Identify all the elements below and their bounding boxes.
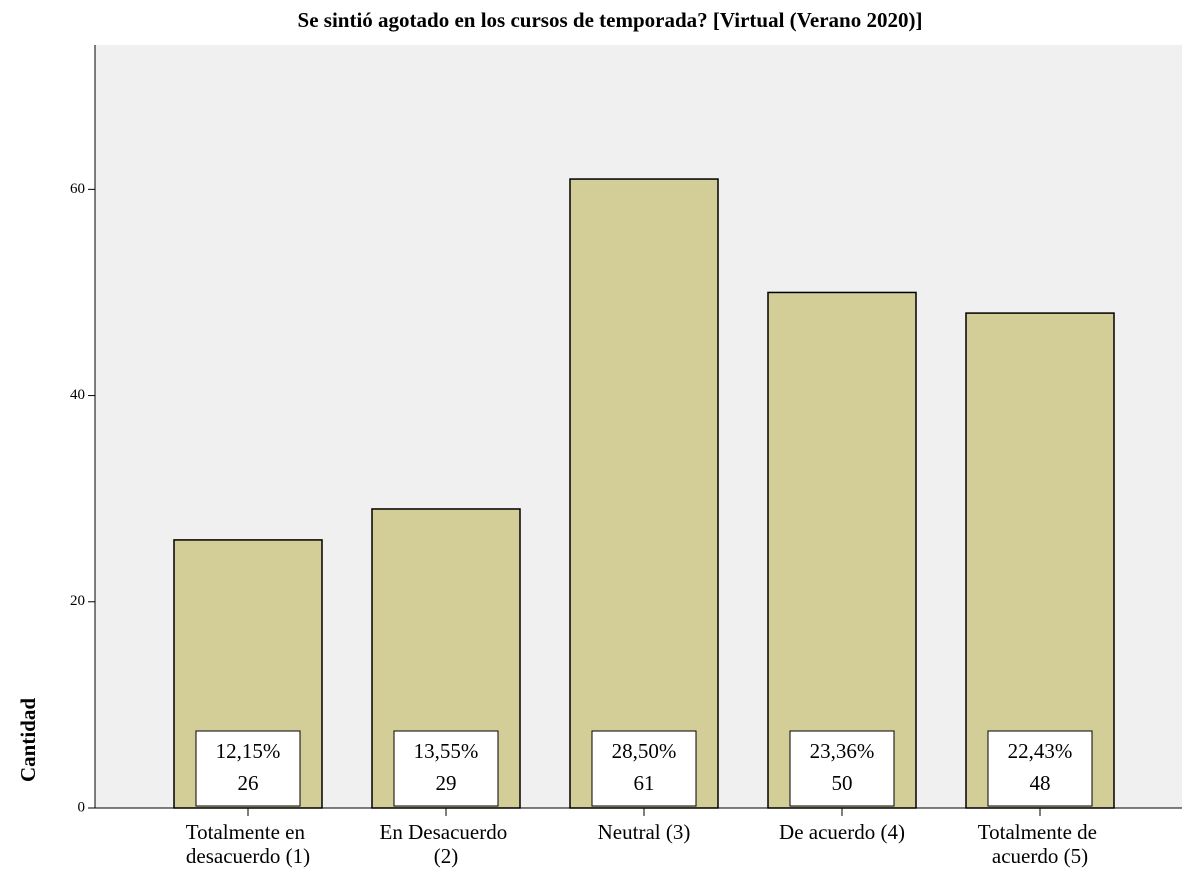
y-tick-label: 0: [78, 799, 86, 815]
percent-label: 13,55%: [414, 739, 479, 763]
data-label: 50: [832, 771, 853, 795]
bar: [965, 312, 1115, 809]
bar: [569, 178, 719, 809]
data-label-box: [195, 730, 301, 807]
chart-title: Se sintió agotado en los cursos de tempo…: [298, 8, 923, 32]
data-label: 26: [238, 771, 259, 795]
data-label: 29: [436, 771, 457, 795]
x-tick-label: Neutral (3): [598, 820, 691, 844]
percent-label: 23,36%: [810, 739, 875, 763]
data-label-box: [789, 730, 895, 807]
data-label-box: [393, 730, 499, 807]
data-label: 61: [634, 771, 655, 795]
x-tick-label: Totalmente en desacuerdo (1): [186, 820, 310, 868]
percent-label: 28,50%: [612, 739, 677, 763]
percent-label: 22,43%: [1008, 739, 1073, 763]
data-label: 48: [1030, 771, 1051, 795]
y-tick-label: 60: [70, 181, 85, 197]
data-label-box: [987, 730, 1093, 807]
x-tick-label: De acuerdo (4): [779, 820, 905, 844]
y-axis-label: Cantidad: [16, 698, 40, 782]
data-label-box: [591, 730, 697, 807]
y-tick-label: 40: [70, 387, 85, 403]
x-tick-label: En Desacuerdo (2): [380, 820, 513, 868]
percent-label: 12,15%: [216, 739, 281, 763]
y-tick-label: 20: [70, 593, 85, 609]
x-tick-label: Totalmente de acuerdo (5): [978, 820, 1102, 868]
